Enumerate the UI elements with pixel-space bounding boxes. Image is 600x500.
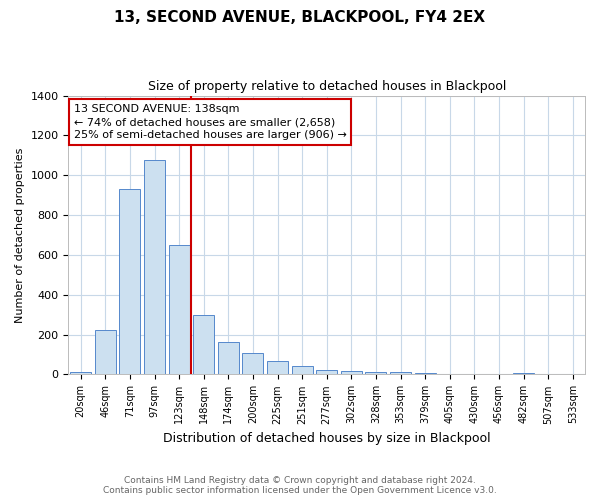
Title: Size of property relative to detached houses in Blackpool: Size of property relative to detached ho… [148, 80, 506, 93]
Bar [341, 372, 362, 374]
Bar [316, 370, 337, 374]
Y-axis label: Number of detached properties: Number of detached properties [15, 148, 25, 322]
X-axis label: Distribution of detached houses by size in Blackpool: Distribution of detached houses by size … [163, 432, 491, 445]
Bar [169, 245, 190, 374]
Bar [193, 314, 214, 374]
Bar [390, 372, 411, 374]
Bar [242, 352, 263, 374]
Bar [144, 160, 165, 374]
Bar [119, 189, 140, 374]
Text: 13, SECOND AVENUE, BLACKPOOL, FY4 2EX: 13, SECOND AVENUE, BLACKPOOL, FY4 2EX [115, 10, 485, 25]
Bar [415, 373, 436, 374]
Text: 13 SECOND AVENUE: 138sqm
← 74% of detached houses are smaller (2,658)
25% of sem: 13 SECOND AVENUE: 138sqm ← 74% of detach… [74, 104, 346, 141]
Bar [95, 330, 116, 374]
Text: Contains HM Land Registry data © Crown copyright and database right 2024.
Contai: Contains HM Land Registry data © Crown c… [103, 476, 497, 495]
Bar [292, 366, 313, 374]
Bar [70, 372, 91, 374]
Bar [267, 362, 288, 374]
Bar [218, 342, 239, 374]
Bar [365, 372, 386, 374]
